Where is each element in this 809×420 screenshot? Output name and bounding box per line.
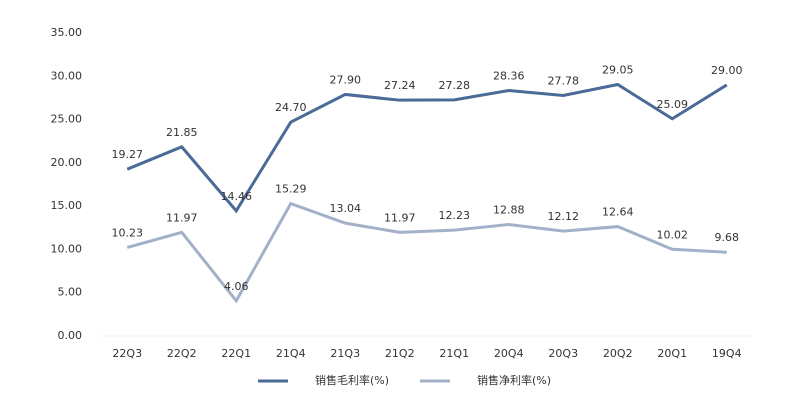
series-line bbox=[126, 201, 727, 304]
data-label: 25.09 bbox=[657, 98, 689, 111]
y-tick-label: 10.00 bbox=[51, 242, 83, 255]
data-label: 21.85 bbox=[166, 126, 198, 139]
data-label: 11.97 bbox=[166, 211, 198, 224]
x-tick-label: 21Q1 bbox=[439, 347, 469, 360]
x-tick-label: 22Q3 bbox=[112, 347, 142, 360]
data-label: 12.23 bbox=[439, 209, 471, 222]
y-tick-label: 5.00 bbox=[58, 286, 83, 299]
data-label: 27.78 bbox=[548, 75, 580, 88]
data-label: 27.28 bbox=[439, 79, 471, 92]
data-label: 4.06 bbox=[224, 280, 249, 293]
series-line bbox=[126, 82, 728, 214]
legend-label: 销售净利率(%) bbox=[477, 373, 551, 387]
legend-label: 销售毛利率(%) bbox=[315, 373, 389, 387]
data-label: 12.12 bbox=[548, 210, 580, 223]
data-label: 10.02 bbox=[657, 228, 689, 241]
data-label: 15.29 bbox=[275, 183, 307, 196]
data-label: 27.24 bbox=[384, 79, 416, 92]
y-tick-label: 0.00 bbox=[58, 329, 83, 342]
x-tick-label: 19Q4 bbox=[712, 347, 742, 360]
data-label: 19.27 bbox=[112, 148, 144, 161]
data-label: 24.70 bbox=[275, 101, 307, 114]
x-tick-label: 21Q2 bbox=[385, 347, 415, 360]
y-tick-label: 20.00 bbox=[51, 156, 83, 169]
x-tick-label: 20Q3 bbox=[548, 347, 578, 360]
data-label: 14.46 bbox=[221, 190, 253, 203]
data-label: 13.04 bbox=[330, 202, 362, 215]
data-label: 29.05 bbox=[602, 64, 634, 77]
data-label: 12.64 bbox=[602, 206, 634, 219]
y-tick-label: 35.00 bbox=[51, 26, 83, 39]
x-tick-label: 21Q4 bbox=[276, 347, 306, 360]
x-tick-label: 22Q2 bbox=[167, 347, 197, 360]
x-tick-label: 20Q2 bbox=[603, 347, 633, 360]
x-tick-label: 21Q3 bbox=[330, 347, 360, 360]
data-label: 28.36 bbox=[493, 69, 525, 82]
y-tick-label: 30.00 bbox=[51, 69, 83, 82]
data-label: 11.97 bbox=[384, 211, 416, 224]
x-tick-label: 22Q1 bbox=[221, 347, 251, 360]
data-label: 29.00 bbox=[711, 64, 743, 77]
data-label: 10.23 bbox=[112, 226, 144, 239]
y-tick-label: 25.00 bbox=[51, 113, 83, 126]
x-tick-label: 20Q1 bbox=[657, 347, 687, 360]
data-label: 27.90 bbox=[330, 73, 362, 86]
data-label: 9.68 bbox=[715, 231, 740, 244]
data-label: 12.88 bbox=[493, 203, 525, 216]
x-tick-label: 20Q4 bbox=[494, 347, 524, 360]
y-tick-label: 15.00 bbox=[51, 199, 83, 212]
